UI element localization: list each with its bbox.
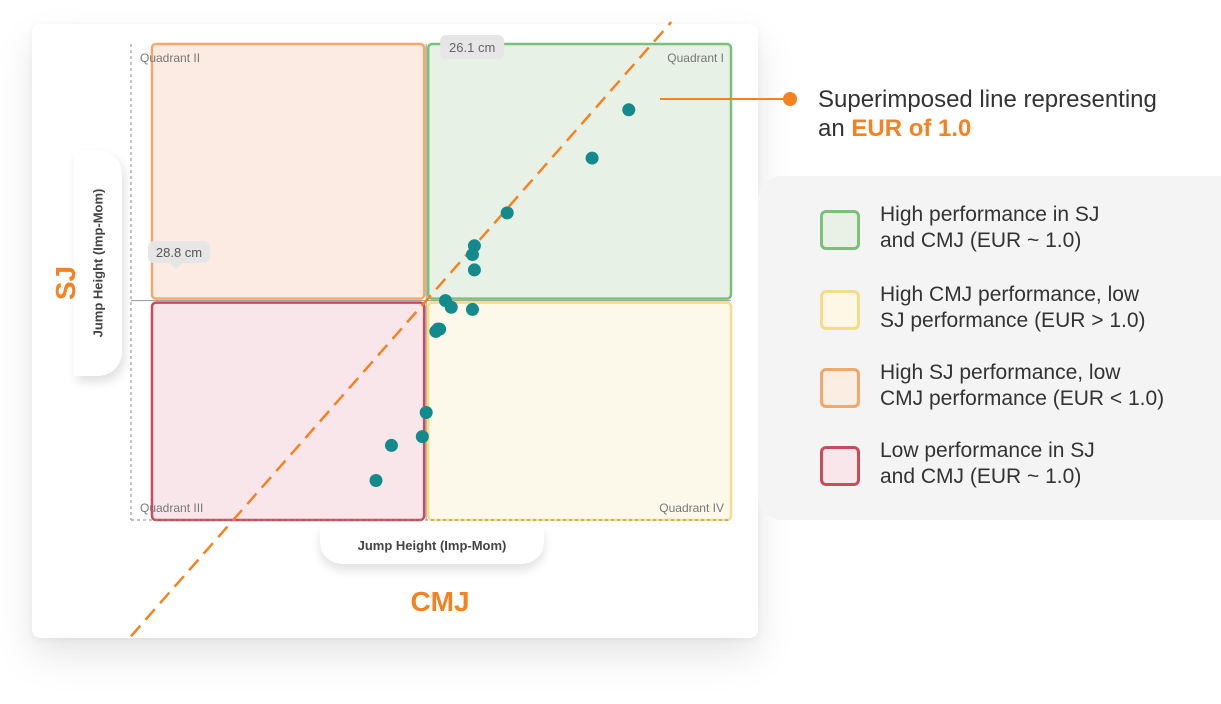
quadrant-i-region	[426, 42, 733, 300]
annotation-text-2: an	[818, 115, 852, 142]
data-point	[419, 406, 433, 420]
y-axis-label: Jump Height (Imp-Mom)	[90, 188, 106, 338]
x-axis-label: Jump Height (Imp-Mom)	[357, 537, 507, 553]
legend-text: High CMJ performance, low SJ performance…	[880, 283, 1146, 332]
data-point	[500, 206, 514, 220]
legend-text: Low performance in SJ and CMJ (EUR ~ 1.0…	[880, 439, 1095, 488]
data-point	[369, 474, 383, 488]
data-point	[465, 302, 479, 316]
y-mean-label: 28.8 cm	[156, 245, 202, 260]
x-mean-tag	[440, 35, 505, 59]
green-square-icon	[820, 210, 860, 250]
quadrant-ii-region	[150, 42, 426, 300]
red-square-icon	[820, 446, 860, 486]
quadrant-i-label: Quadrant I	[667, 51, 724, 65]
legend-text: High SJ performance, low CMJ performance…	[880, 361, 1165, 410]
quadrant-iv-label: Quadrant IV	[659, 501, 724, 515]
data-point	[467, 239, 481, 253]
orange-square-icon	[820, 368, 860, 408]
eur-annotation: Superimposed line representing an EUR of…	[818, 85, 1218, 143]
annotation-dot	[783, 92, 797, 106]
x-axis-title: CMJ	[410, 586, 470, 617]
quadrant-iii-region	[150, 301, 426, 522]
legend-text: High performance in SJ and CMJ (EUR ~ 1.…	[880, 203, 1100, 252]
y-axis-label-pill: Jump Height (Imp-Mom)	[74, 150, 122, 376]
data-point	[467, 263, 481, 277]
data-point	[433, 322, 447, 336]
quadrant-ii-label: Quadrant II	[140, 51, 200, 65]
eur-reference-line	[130, 21, 673, 638]
y-mean-tag-pointer	[170, 263, 182, 269]
y-mean-tag	[148, 241, 210, 263]
quadrant-iii-label: Quadrant III	[140, 501, 203, 515]
data-point	[384, 438, 398, 452]
yellow-square-icon	[820, 290, 860, 330]
data-point	[622, 103, 636, 117]
x-axis-label-pill: Jump Height (Imp-Mom)	[320, 526, 544, 564]
annotation-highlight: EUR of 1.0	[851, 115, 972, 142]
x-mean-label: 26.1 cm	[449, 40, 495, 55]
annotation-text: Superimposed line representing	[818, 86, 1157, 113]
y-axis-title: SJ	[50, 265, 81, 301]
data-point	[444, 300, 458, 314]
data-point	[415, 430, 429, 444]
data-point	[585, 151, 599, 165]
quadrant-iv-region	[426, 301, 733, 522]
